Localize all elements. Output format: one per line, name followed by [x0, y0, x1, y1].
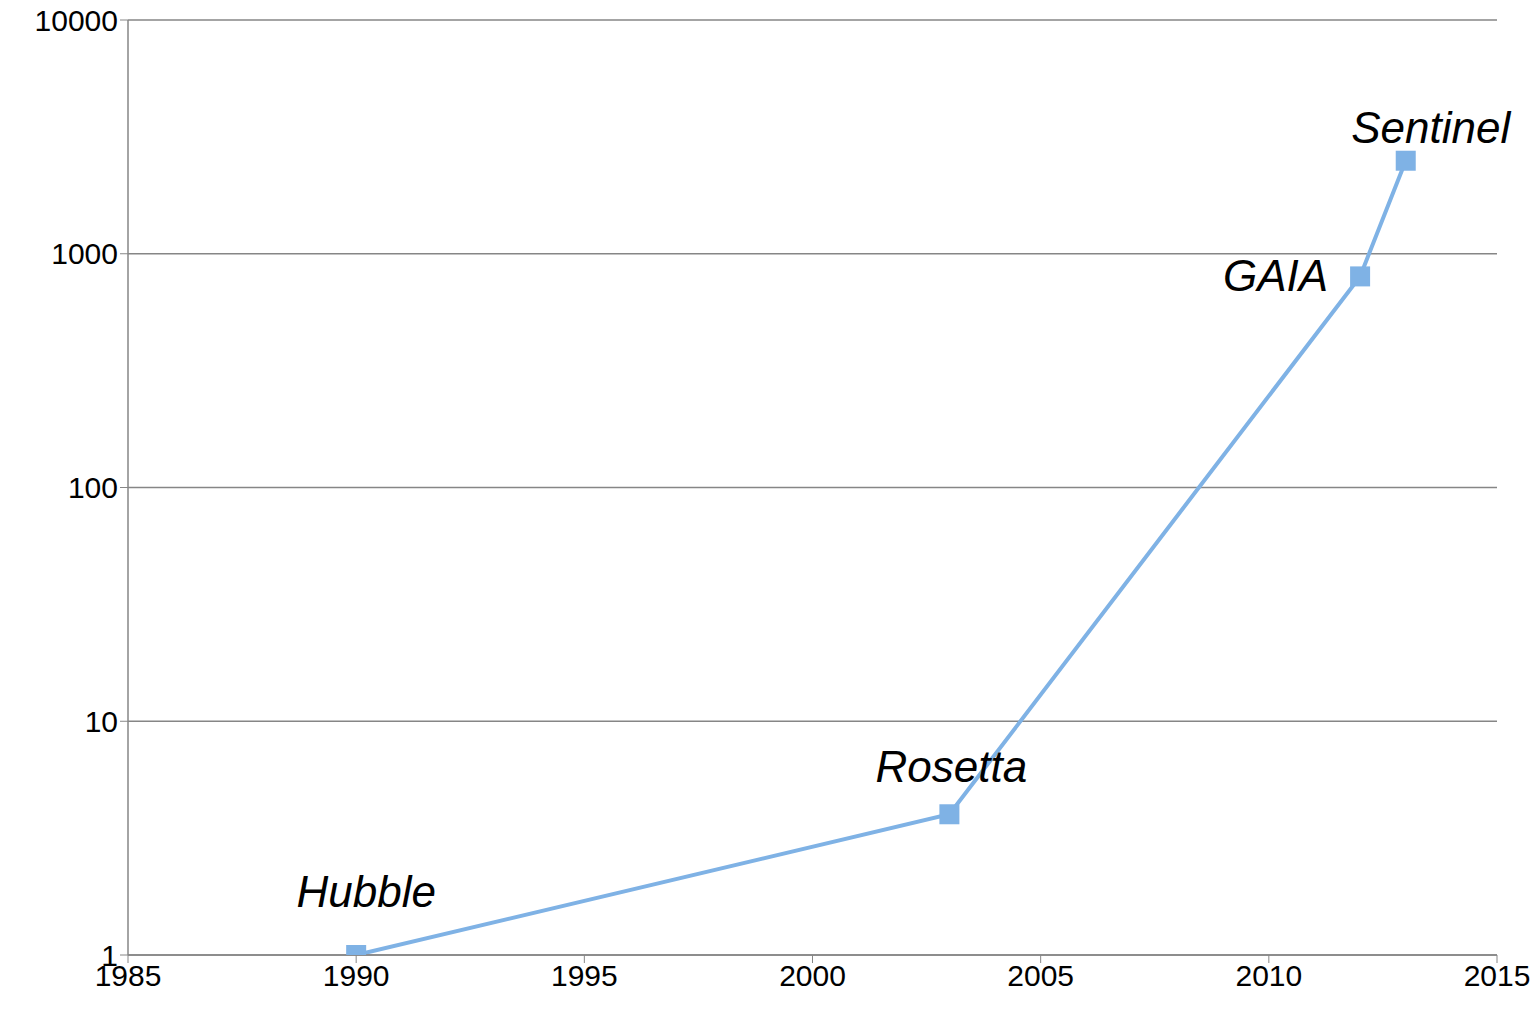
svg-text:1985: 1985	[94, 959, 162, 993]
svg-text:Rosetta: Rosetta	[876, 742, 1028, 791]
svg-text:Sentinel: Sentinel	[1351, 103, 1511, 152]
svg-text:1990: 1990	[323, 959, 390, 992]
svg-text:GAIA: GAIA	[1223, 251, 1328, 300]
svg-text:Hubble: Hubble	[296, 867, 435, 916]
svg-text:2005: 2005	[1007, 959, 1074, 992]
svg-text:100: 100	[68, 471, 118, 504]
svg-text:10: 10	[85, 705, 118, 738]
svg-text:1000: 1000	[51, 237, 118, 270]
svg-text:2000: 2000	[779, 959, 846, 992]
svg-text:1: 1	[101, 939, 118, 972]
svg-text:2015: 2015	[1464, 959, 1531, 992]
svg-text:10000: 10000	[35, 4, 118, 37]
svg-text:2010: 2010	[1235, 959, 1302, 992]
svg-text:1995: 1995	[551, 959, 618, 992]
